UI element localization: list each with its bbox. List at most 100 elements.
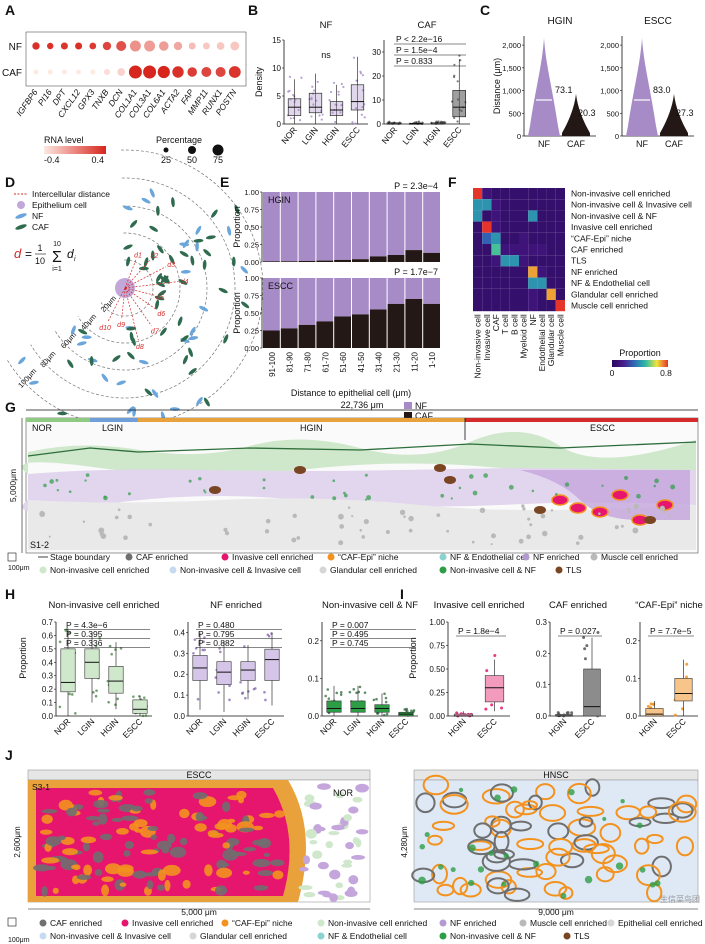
jitter-point <box>361 105 364 109</box>
legend-label: Glandular cell enriched <box>330 565 417 575</box>
jitter-point <box>485 669 489 673</box>
p-value: P = 0.795 <box>198 629 235 639</box>
panel-d-label: D <box>5 174 15 190</box>
p-value: P = 0.027 <box>560 626 597 636</box>
nf-cell <box>76 341 87 346</box>
muscle-patch <box>292 513 297 519</box>
tumor-nest <box>545 847 571 867</box>
nf-patch <box>366 495 372 501</box>
jitter-point <box>342 85 345 89</box>
heatmap-cell <box>519 221 529 233</box>
jitter-point <box>500 706 504 710</box>
bar-nf <box>352 192 369 260</box>
heatmap-col-label: Endothelial cell <box>537 314 547 371</box>
nf-patch <box>332 479 336 483</box>
muscle-patch <box>529 523 533 527</box>
y-tick-label: 0.3 <box>42 672 54 681</box>
heatmap-col-label: B cell <box>509 314 519 335</box>
panel-b-title: CAF <box>418 20 437 31</box>
muscle-patch <box>117 508 121 512</box>
stroma-patch <box>83 864 92 876</box>
nf-patch <box>636 822 643 829</box>
jitter-point <box>354 122 357 125</box>
jitter-point <box>326 688 330 691</box>
heatmap-cell <box>491 210 501 222</box>
muscle-patch <box>359 529 363 532</box>
tumor-nest <box>543 880 568 897</box>
rna-tick: -0.4 <box>44 155 60 165</box>
jitter-point <box>239 680 242 684</box>
pct-tick: 50 <box>187 155 197 165</box>
nf-patch <box>568 788 575 796</box>
heatmap-cell <box>473 244 483 256</box>
panel-a-label: A <box>5 2 15 18</box>
nf-patch <box>494 794 501 802</box>
legend-label: Invasive cell enriched <box>132 918 214 928</box>
legend-swatch <box>319 566 327 574</box>
heatmap-cell <box>537 288 547 300</box>
jitter-point <box>646 704 650 708</box>
heatmap-cell <box>500 188 510 200</box>
stroma-patch <box>73 804 84 810</box>
x-tick-label: ESCC <box>664 716 688 740</box>
muscle-patch <box>361 535 366 539</box>
x-tick-label: ESCC <box>121 716 145 740</box>
p-value: P = 7.7e−5 <box>650 626 692 636</box>
stroma-patch <box>124 840 134 849</box>
heatmap-cell <box>519 255 529 267</box>
heatmap-cell <box>528 255 538 267</box>
stroma-patch <box>101 876 114 883</box>
jitter-point <box>214 676 218 679</box>
x-tick-label: 11-20 <box>410 351 419 371</box>
stroma-patch <box>222 801 231 812</box>
heatmap-cell <box>500 255 510 267</box>
muscle-patch <box>518 538 524 544</box>
legend-label: Invasive cell enriched <box>232 552 314 562</box>
p-value: P = 1.7e−7 <box>394 267 438 277</box>
box <box>308 92 323 114</box>
heatmap-cell <box>537 188 547 200</box>
distance-ring <box>30 177 236 399</box>
nf-patch <box>472 490 478 496</box>
y-tick-label: 0 <box>615 132 619 141</box>
panel-h-label: H <box>5 586 15 602</box>
dot-caf-MMP11 <box>201 66 212 78</box>
x-tick-label: HGIN <box>446 716 468 738</box>
caf-cell <box>57 411 68 416</box>
heatmap-cell <box>519 210 529 222</box>
heatmap-cell <box>528 244 538 256</box>
heatmap-cell <box>473 188 483 200</box>
violin-caf <box>562 94 590 136</box>
jitter-point <box>270 632 273 635</box>
heatmap-cell <box>546 199 556 211</box>
caf-cell <box>126 256 131 267</box>
stroma-patch <box>39 829 53 835</box>
pct-tick: 75 <box>213 155 223 165</box>
heatmap-cell <box>509 288 519 300</box>
legend-label: CAF enriched <box>50 918 102 928</box>
dot-caf-DPT <box>61 69 67 75</box>
jitter-point <box>651 702 655 706</box>
heatmap-cell <box>500 199 510 211</box>
nf-cell <box>169 407 180 411</box>
jitter-point <box>352 56 356 59</box>
heatmap-cell <box>482 188 492 200</box>
bar-nf <box>334 278 351 317</box>
heatmap-cell <box>509 244 519 256</box>
stroma-patch <box>111 817 123 822</box>
heatmap-cell <box>546 210 556 222</box>
muscle-patch <box>598 512 601 515</box>
pct-tick: 25 <box>161 155 171 165</box>
heatmap-cell <box>482 232 492 244</box>
x-tick-label: NOR <box>279 125 299 146</box>
heatmap-cell <box>473 266 483 278</box>
jitter-point <box>455 711 459 715</box>
nf-cell <box>182 239 190 248</box>
bar-nf <box>387 192 405 255</box>
median-caf-label: 27.3 <box>676 108 694 118</box>
jitter-point <box>70 693 74 696</box>
nf-cell <box>18 356 26 365</box>
stroma-patch <box>88 789 103 796</box>
jitter-point <box>583 647 587 651</box>
nf-patch <box>654 880 661 887</box>
